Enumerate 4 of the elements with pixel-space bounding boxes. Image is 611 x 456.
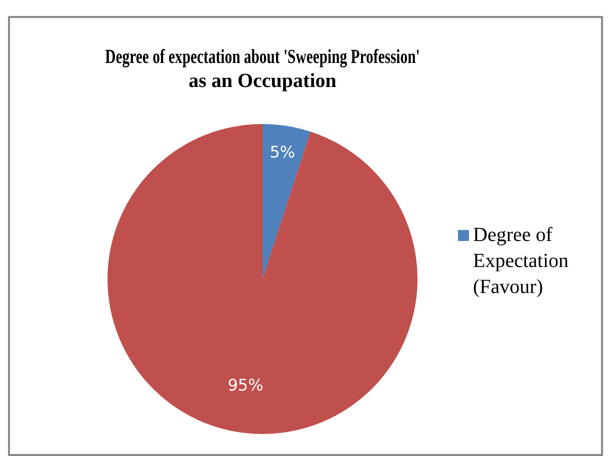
- data-label: 95%: [228, 375, 264, 394]
- chart-title: Degree of expectation about 'Sweeping Profession' as an Occupation: [105, 44, 420, 92]
- legend-label: Degree of Expectation (Favour): [473, 223, 570, 300]
- data-label: 5%: [270, 142, 296, 162]
